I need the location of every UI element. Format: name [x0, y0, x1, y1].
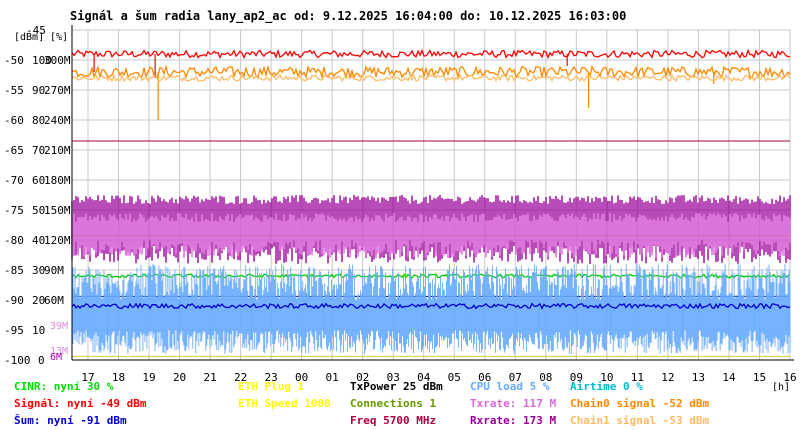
y-tick-dbm: -50	[4, 54, 24, 67]
y-tick-rate: 300M	[44, 54, 71, 67]
x-tick-label: 23	[265, 371, 278, 384]
y-tick-pct: 80	[32, 114, 45, 127]
y-tick-dbm: -100	[4, 354, 31, 367]
y-tick-dbm: -95	[4, 324, 24, 337]
legend-item: Connections 1	[350, 397, 437, 410]
y-tick-rate: 90M	[44, 264, 64, 277]
x-tick-label: 18	[112, 371, 125, 384]
y-tick-rate: 180M	[44, 174, 71, 187]
y-tick-dbm: -45	[26, 24, 46, 37]
y-tick-rate: 270M	[44, 84, 71, 97]
y-tick-dbm: -85	[4, 264, 24, 277]
y-tick-pct: 100	[32, 54, 52, 67]
y-tick-rate: 240M	[44, 114, 71, 127]
chart-title: Signál a šum radia lany_ap2_ac od: 9.12.…	[70, 9, 626, 24]
x-tick-label: 05	[448, 371, 461, 384]
x-tick-label: 16	[783, 371, 796, 384]
y-tick-rate: 60M	[44, 294, 64, 307]
legend-item: Freq 5700 MHz	[350, 414, 437, 427]
inline-rate-label: 6M	[50, 352, 62, 363]
y-tick-pct: 30	[32, 264, 45, 277]
legend-item: Txrate: 117 M	[470, 397, 557, 410]
y-tick-pct: 40	[32, 234, 45, 247]
x-tick-label: 19	[142, 371, 155, 384]
x-tick-label: 12	[661, 371, 674, 384]
y-tick-pct: 0	[38, 354, 45, 367]
legend-item: ETH Speed 1000	[238, 397, 331, 410]
x-tick-label: 08	[539, 371, 552, 384]
series-šum	[71, 302, 791, 310]
y-unit-pct: [%]	[50, 32, 68, 43]
x-tick-label: 20	[173, 371, 186, 384]
y-tick-dbm: -55	[4, 84, 24, 97]
y-tick-rate: 120M	[44, 234, 71, 247]
x-axis-label: [h]	[772, 382, 790, 393]
series-chain0-signal	[71, 64, 791, 80]
x-tick-label: 11	[631, 371, 644, 384]
x-tick-label: 09	[570, 371, 583, 384]
y-tick-pct: 20	[32, 294, 45, 307]
legend-item: Airtime 0 %	[570, 380, 643, 393]
series-signál	[71, 48, 791, 60]
y-tick-dbm: -80	[4, 234, 24, 247]
inline-rate-label: 39M	[50, 321, 68, 332]
legend-item: ETH Plug 1	[238, 380, 305, 393]
x-tick-label: 04	[417, 371, 431, 384]
legend-item: CPU load 5 %	[470, 380, 550, 393]
x-tick-label: 06	[478, 371, 491, 384]
x-tick-label: 00	[295, 371, 308, 384]
legend-item: Chain0 signal -52 dBm	[570, 397, 710, 410]
y-tick-pct: 70	[32, 144, 45, 157]
chart-series	[71, 48, 791, 357]
x-tick-label: 21	[203, 371, 216, 384]
legend-item: Rxrate: 173 M	[470, 414, 557, 427]
legend-item: TxPower 25 dBm	[350, 380, 443, 393]
legend-item: Signál: nyní -49 dBm	[14, 397, 147, 410]
x-tick-label: 02	[356, 371, 369, 384]
legend-item: Chain1 signal -53 dBm	[570, 414, 710, 427]
x-tick-label: 22	[234, 371, 247, 384]
y-tick-dbm: -75	[4, 204, 24, 217]
y-tick-dbm: -70	[4, 174, 24, 187]
y-tick-dbm: -90	[4, 294, 24, 307]
y-tick-pct: 10	[32, 324, 45, 337]
x-tick-label: 03	[387, 371, 400, 384]
y-tick-pct: 50	[32, 204, 45, 217]
x-tick-label: 07	[509, 371, 522, 384]
x-tick-label: 14	[722, 371, 736, 384]
x-tick-label: 15	[753, 371, 766, 384]
y-tick-pct: 90	[32, 84, 45, 97]
y-unit-dbm: [dBm]	[14, 32, 44, 43]
x-tick-label: 13	[692, 371, 705, 384]
y-tick-pct: 60	[32, 174, 45, 187]
inline-rate-label: 13M	[50, 346, 68, 357]
x-tick-label: 17	[81, 371, 94, 384]
y-tick-rate: 210M	[44, 144, 71, 157]
x-tick-label: 01	[326, 371, 339, 384]
legend-item: Šum: nyní -91 dBm	[14, 414, 127, 427]
series-chain1-signal	[71, 73, 791, 83]
y-tick-dbm: -60	[4, 114, 24, 127]
y-tick-dbm: -65	[4, 144, 24, 157]
y-tick-rate: 150M	[44, 204, 71, 217]
x-tick-label: 10	[600, 371, 613, 384]
legend-item: CINR: nyní 30 %	[14, 380, 114, 393]
